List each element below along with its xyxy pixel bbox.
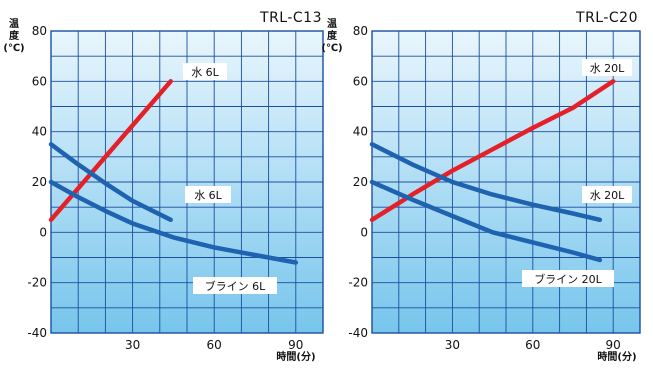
annotation-box — [522, 270, 614, 287]
x-axis-label: 時間(分) — [276, 350, 315, 363]
y-axis-label: (℃) — [321, 43, 342, 54]
y-axis-label: (℃) — [3, 43, 24, 54]
y-tick-label: -20 — [348, 276, 368, 290]
y-tick-label: -40 — [27, 326, 47, 340]
annotation-label: 水 20L — [590, 62, 625, 75]
chart-panel-1: 80 60 40 20 0 -20 -40 30 60 90 TRL-C13 温度(℃) 時間(分) 水 … — [3, 10, 324, 363]
y-axis-label: 温 — [327, 17, 337, 30]
annotation-box — [185, 186, 231, 203]
series-line-1 — [48, 79, 173, 223]
annotation-label: ブライン 6L — [205, 279, 266, 293]
series-line-2 — [369, 142, 603, 223]
y-tick-label: 60 — [32, 74, 47, 88]
y-tick-label: 60 — [353, 74, 368, 88]
annotation-label: 水 6L — [194, 189, 222, 202]
y-tick-label: -40 — [348, 326, 368, 340]
y-tick-label: -20 — [27, 276, 47, 290]
y-tick-label: 20 — [353, 175, 368, 189]
y-tick-label: 40 — [32, 125, 47, 139]
chart-panel-2: 80 60 40 20 0 -20 -40 30 60 90 TRL-C20 温度(℃) 時間(分) 水 … — [321, 10, 641, 363]
y-tick-label: 20 — [32, 175, 47, 189]
annotation-label: 水 6L — [191, 66, 219, 79]
annotation-box — [183, 63, 227, 80]
x-tick-label: 90 — [288, 338, 303, 352]
x-tick-label: 60 — [525, 338, 540, 352]
series-line-2 — [48, 142, 173, 223]
x-tick-label: 30 — [445, 338, 460, 352]
x-axis-label: 時間(分) — [597, 350, 636, 363]
annotation-box — [193, 277, 277, 294]
y-tick-label: 0 — [39, 225, 47, 239]
annotation-box — [582, 186, 632, 203]
series-line-1 — [369, 79, 616, 223]
y-axis-label: 温 — [9, 17, 19, 30]
x-tick-label: 60 — [207, 338, 222, 352]
x-tick-label: 90 — [606, 338, 621, 352]
annotation-label: 水 20L — [590, 189, 625, 202]
y-tick-label: 80 — [353, 24, 368, 38]
chart-title: TRL-C20 — [575, 10, 638, 26]
y-tick-label: 80 — [32, 24, 47, 38]
series-line-3 — [369, 179, 603, 263]
annotation-label: ブライン 20L — [534, 272, 602, 286]
chart-title: TRL-C13 — [259, 10, 322, 26]
y-axis-label: 度 — [9, 29, 20, 42]
series-line-3 — [48, 179, 299, 265]
y-tick-label: 40 — [353, 125, 368, 139]
y-tick-label: 0 — [360, 225, 368, 239]
annotation-box — [582, 59, 632, 76]
y-axis-label: 度 — [327, 29, 338, 42]
x-tick-label: 30 — [125, 338, 140, 352]
